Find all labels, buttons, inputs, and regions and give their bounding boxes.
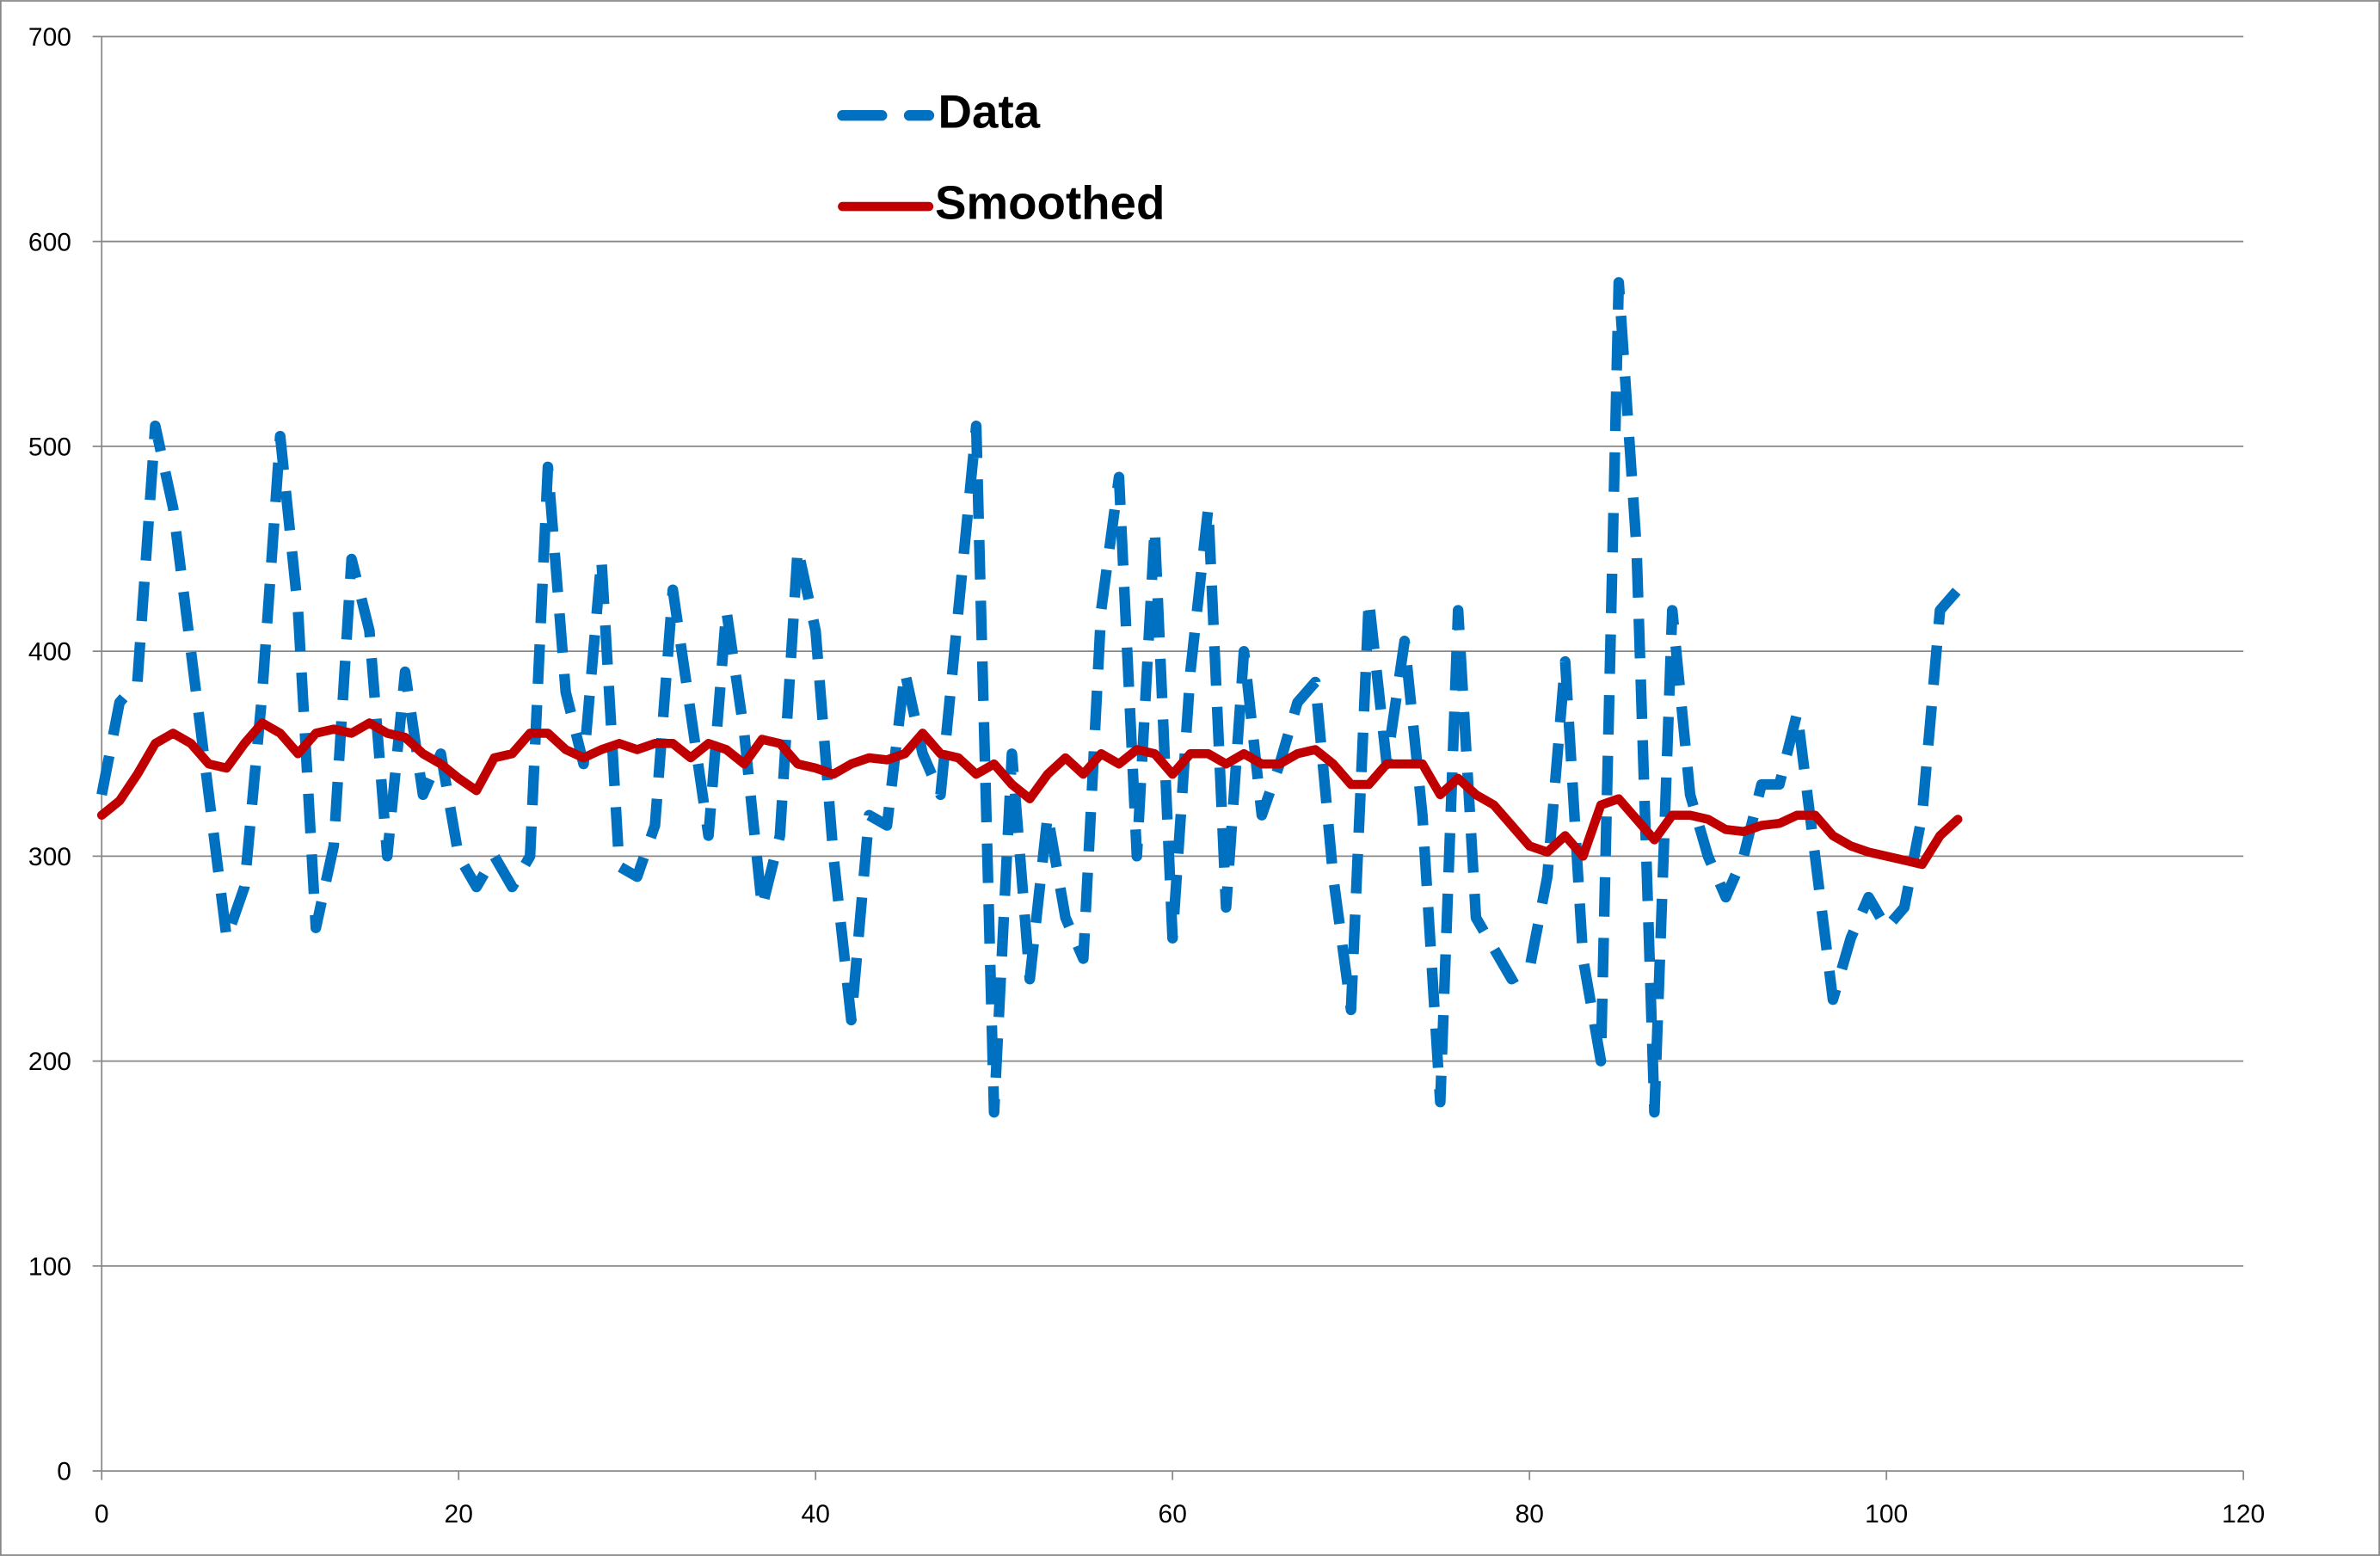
plot	[96, 277, 1963, 1118]
x-tick-label: 20	[445, 1500, 473, 1528]
y-tick-label: 0	[57, 1458, 71, 1486]
legend-label: Smoothed	[935, 176, 1165, 230]
x-tick-label: 120	[2222, 1500, 2265, 1528]
grid: 0 100 200 300 400 500 600 700 0 20 40 60 80 100 120	[28, 23, 2265, 1528]
y-tick-label: 500	[28, 434, 71, 462]
y-tick-label: 200	[28, 1048, 71, 1076]
legend-label: Data	[938, 85, 1041, 138]
x-tick-label: 80	[1516, 1500, 1544, 1528]
series-line	[96, 718, 1963, 870]
legend: Data Smoothed	[837, 85, 1165, 230]
x-tick-label: 60	[1159, 1500, 1187, 1528]
y-tick-label: 400	[28, 638, 71, 667]
x-tick-label: 0	[95, 1500, 109, 1528]
y-tick-label: 100	[28, 1252, 71, 1281]
x-tick-label: 40	[802, 1500, 830, 1528]
y-tick-label: 300	[28, 843, 71, 871]
x-tick-label: 100	[1865, 1500, 1908, 1528]
y-tick-label: 600	[28, 228, 71, 256]
y-tick-label: 700	[28, 23, 71, 52]
series-line	[96, 277, 1962, 1118]
